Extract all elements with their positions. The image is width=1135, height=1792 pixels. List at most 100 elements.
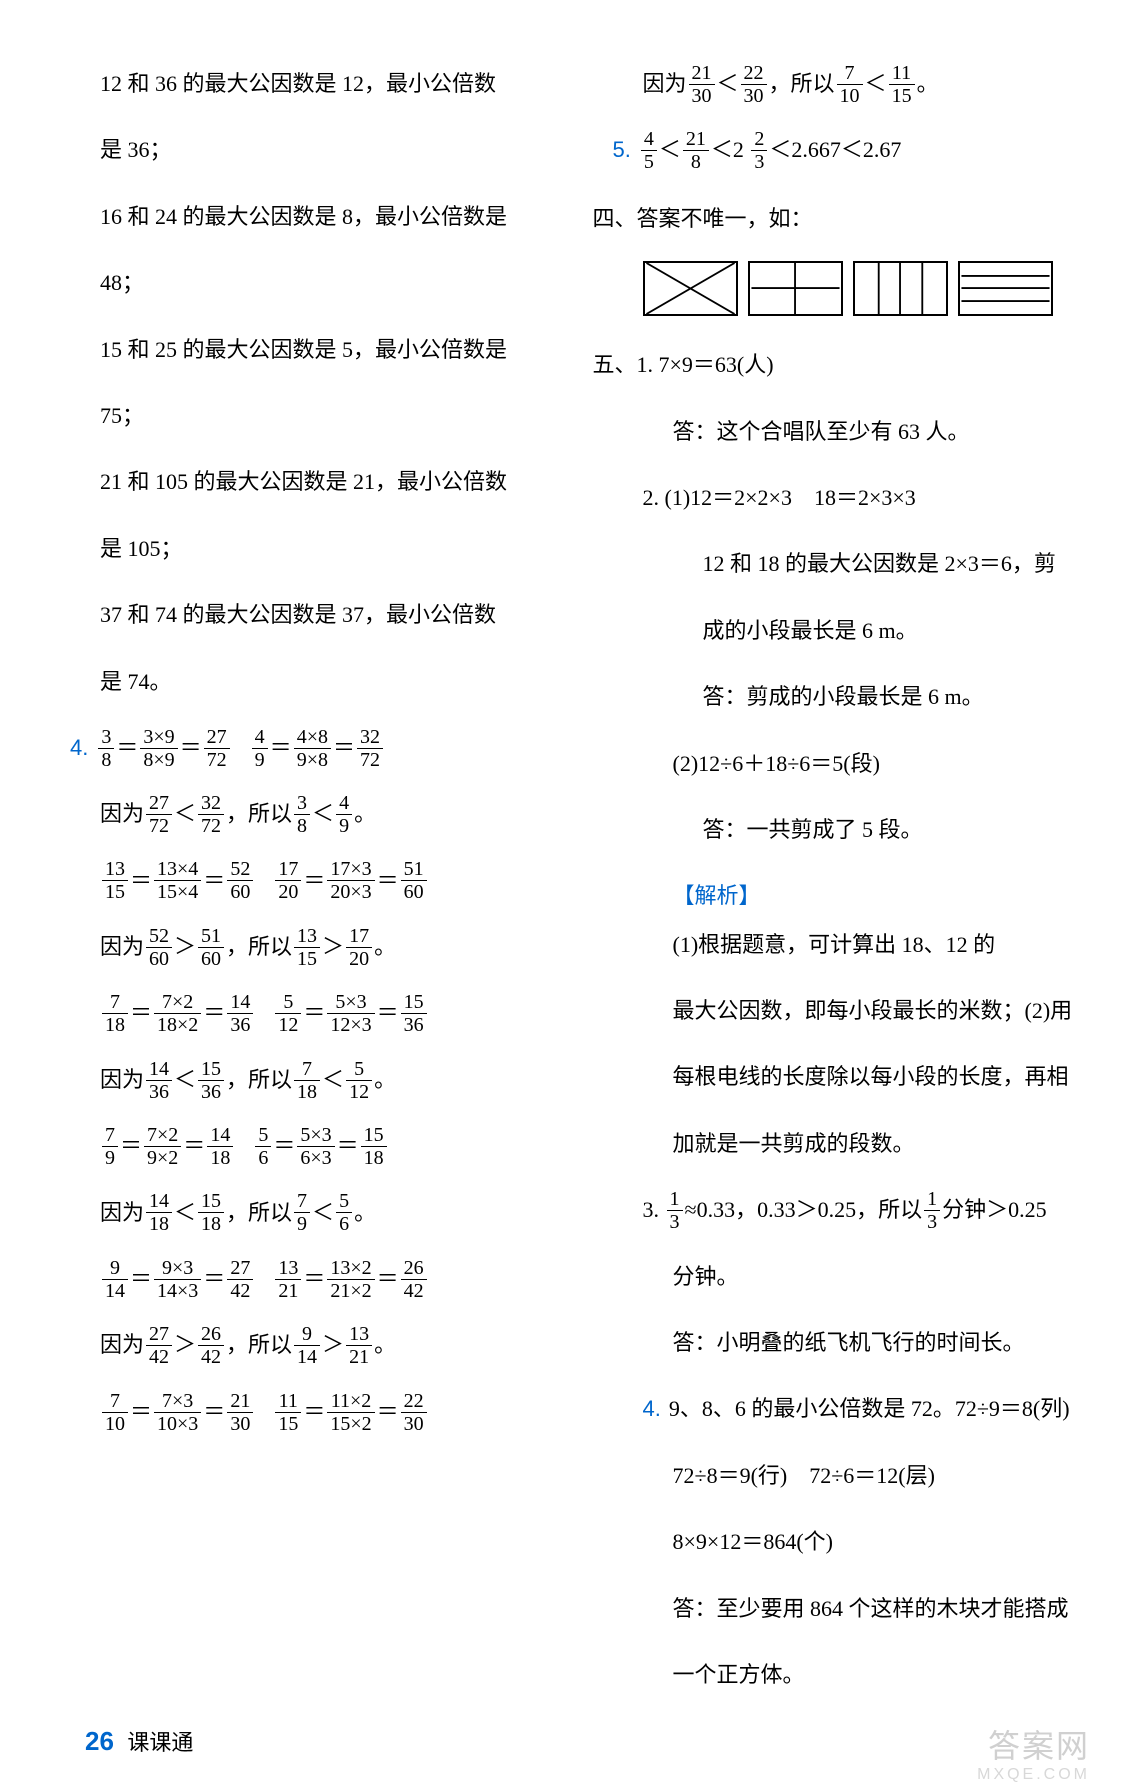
- fraction: 49: [336, 792, 352, 837]
- comparison-line: 因为 2772＜ 3272 ，所以 38＜ 49 。: [100, 790, 563, 838]
- text-line: 12 和 18 的最大公因数是 2×3＝6，剪: [613, 540, 1076, 588]
- fraction: 2772: [146, 792, 172, 837]
- comparison-line: 因为 1436＜ 1536 ，所以 718＜ 512 。: [100, 1056, 563, 1104]
- fraction: 1115: [275, 1390, 301, 1435]
- fraction: 79: [102, 1124, 118, 1169]
- fraction: 23: [751, 128, 767, 173]
- fraction: 7×310×3: [154, 1390, 201, 1435]
- shape-horiz4-rect: [958, 261, 1053, 316]
- fraction: 2130: [227, 1390, 253, 1435]
- fraction: 3272: [198, 792, 224, 837]
- fraction: 1720: [275, 858, 301, 903]
- answer-line: 答：剪成的小段最长是 6 m。: [613, 673, 1076, 721]
- fraction: 5160: [401, 858, 427, 903]
- comparison-line: 因为 2130＜ 2230 ，所以 710＜ 1115 。: [613, 60, 1076, 108]
- analysis-label: 【解析】: [673, 872, 761, 920]
- fraction: 1536: [401, 991, 427, 1036]
- fraction: 710: [102, 1390, 128, 1435]
- section-number: 五、: [593, 341, 637, 389]
- fraction: 1536: [198, 1058, 224, 1103]
- fraction: 3272: [357, 726, 383, 771]
- fraction: 2230: [401, 1390, 427, 1435]
- fraction: 7×218×2: [154, 991, 201, 1036]
- text-line: 8×9×12＝864(个): [613, 1518, 1076, 1566]
- fraction: 1418: [207, 1124, 233, 1169]
- text-line: (2)12÷6＋18÷6＝5(段): [613, 740, 1076, 788]
- fraction: 512: [275, 991, 301, 1036]
- section-heading: 四、答案不唯一，如：: [593, 195, 1076, 243]
- item-number: 3.: [643, 1186, 660, 1234]
- fraction: 56: [336, 1190, 352, 1235]
- fraction: 1518: [198, 1190, 224, 1235]
- text-line: 加就是一共剪成的段数。: [613, 1120, 1076, 1168]
- text-line: 37 和 74 的最大公因数是 37，最小公倍数: [100, 591, 563, 639]
- fraction: 914: [102, 1257, 128, 1302]
- text-line: 12 和 36 的最大公因数是 12，最小公倍数: [100, 60, 563, 108]
- equation-line: 718＝ 7×218×2＝ 1436 512＝ 5×312×3＝ 1536: [100, 989, 563, 1037]
- answer-line: 答：这个合唱队至少有 63 人。: [613, 408, 1076, 456]
- item-line: 2. (1)12＝2×2×3 18＝2×3×3: [613, 474, 1076, 522]
- fraction: 38: [294, 792, 310, 837]
- answer-line: 答：至少要用 864 个这样的木块才能搭成: [613, 1585, 1076, 1633]
- fraction: 5260: [227, 858, 253, 903]
- text-line: 72÷8＝9(行) 72÷6＝12(层): [613, 1452, 1076, 1500]
- text-line: 16 和 24 的最大公因数是 8，最小公倍数是: [100, 193, 563, 241]
- right-column: 因为 2130＜ 2230 ，所以 710＜ 1115 。 5. 45＜ 218…: [603, 60, 1076, 1700]
- fraction: 718: [102, 991, 128, 1036]
- page-footer: 26 课课通: [85, 1725, 193, 1757]
- fraction: 38: [98, 726, 114, 771]
- text-line: 分钟。: [613, 1253, 1076, 1301]
- equation-line: 79＝ 7×29×2＝ 1418 56＝ 5×36×3＝ 1518: [100, 1122, 563, 1170]
- section-5-line: 五、 1. 7×9＝63(人): [593, 341, 1076, 389]
- fraction: 1315: [294, 925, 320, 970]
- fraction: 2130: [689, 62, 715, 107]
- fraction: 2230: [741, 62, 767, 107]
- fraction: 512: [346, 1058, 372, 1103]
- answer-line: 答：小明叠的纸飞机飞行的时间长。: [613, 1319, 1076, 1367]
- fraction: 17×320×3: [327, 858, 374, 903]
- text-line: 75；: [100, 392, 563, 440]
- equation-line: 914＝ 9×314×3＝ 2742 1321＝ 13×221×2＝ 2642: [100, 1255, 563, 1303]
- fraction: 2742: [227, 1257, 253, 1302]
- equation-line: 1315＝ 13×415×4＝ 5260 1720＝ 17×320×3＝ 516…: [100, 857, 563, 905]
- question-number: 5.: [613, 126, 631, 174]
- question-number: 4.: [70, 724, 88, 772]
- watermark-url: MXQE.COM: [977, 1766, 1090, 1784]
- answer-line: 答：一共剪成了 5 段。: [613, 806, 1076, 854]
- equation-line: 4. 38＝ 3×98×9＝ 2772 49＝ 4×89×8＝ 3272: [70, 724, 563, 772]
- equation-line: 5. 45＜ 218＜ 2 23 ＜2.667＜2.67: [613, 126, 1076, 174]
- text-line: 最大公因数，即每小段最长的米数；(2)用: [613, 987, 1076, 1035]
- fraction: 2642: [198, 1323, 224, 1368]
- fraction: 56: [255, 1124, 271, 1169]
- fraction: 1418: [146, 1190, 172, 1235]
- comparison-line: 因为 5260＞ 5160 ，所以 1315＞ 1720 。: [100, 923, 563, 971]
- page-number: 26: [85, 1726, 114, 1756]
- fraction: 1315: [102, 858, 128, 903]
- shape-quad-rect: [748, 261, 843, 316]
- fraction: 79: [294, 1190, 310, 1235]
- footer-label: 课课通: [127, 1730, 193, 1755]
- shape-vert4-rect: [853, 261, 948, 316]
- fraction: 5×36×3: [297, 1124, 334, 1169]
- fraction: 2642: [401, 1257, 427, 1302]
- fraction: 4×89×8: [294, 726, 331, 771]
- fraction: 1436: [146, 1058, 172, 1103]
- text-line: 15 和 25 的最大公因数是 5，最小公倍数是: [100, 326, 563, 374]
- watermark: 答案网: [988, 1721, 1090, 1767]
- fraction: 13: [924, 1188, 940, 1233]
- item-number: 1.: [637, 341, 654, 389]
- fraction: 13×415×4: [154, 858, 201, 903]
- fraction: 1720: [346, 925, 372, 970]
- shape-x-rect: [643, 261, 738, 316]
- fraction: 5160: [198, 925, 224, 970]
- item-number: 4.: [643, 1385, 661, 1433]
- text-line: 48；: [100, 259, 563, 307]
- text-line: 每根电线的长度除以每小段的长度，再相: [613, 1053, 1076, 1101]
- fraction: 1518: [361, 1124, 387, 1169]
- fraction: 9×314×3: [154, 1257, 201, 1302]
- fraction: 1321: [275, 1257, 301, 1302]
- item-line: 3. 13 ≈0.33，0.33＞0.25，所以 13 分钟＞0.25: [613, 1186, 1076, 1234]
- fraction: 13×221×2: [327, 1257, 374, 1302]
- content-columns: 12 和 36 的最大公因数是 12，最小公倍数 是 36； 16 和 24 的…: [60, 60, 1075, 1700]
- fraction: 1436: [227, 991, 253, 1036]
